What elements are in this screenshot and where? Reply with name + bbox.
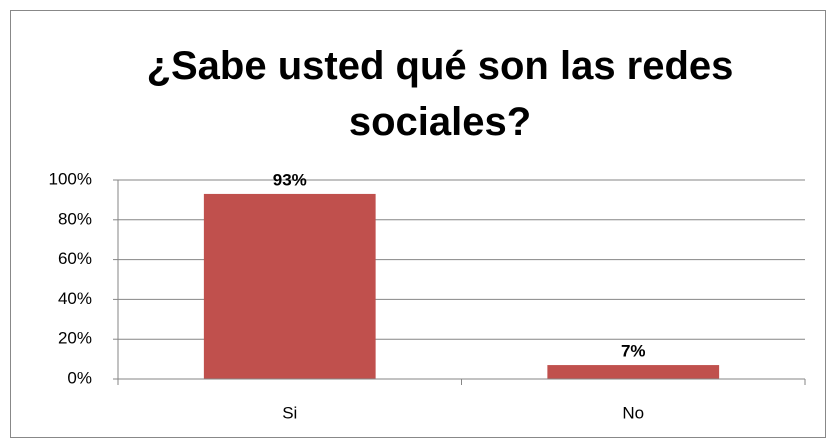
y-tick-label: 100% bbox=[49, 169, 92, 188]
data-label: 93% bbox=[273, 170, 307, 189]
x-tick-label: No bbox=[622, 403, 644, 422]
y-tick-label: 60% bbox=[58, 249, 92, 268]
y-tick-label: 20% bbox=[58, 329, 92, 348]
y-tick-label: 0% bbox=[67, 368, 92, 387]
y-tick-label: 40% bbox=[58, 289, 92, 308]
data-label: 7% bbox=[621, 342, 646, 361]
bar bbox=[203, 193, 376, 379]
chart-title: ¿Sabe usted qué son las redes sociales? bbox=[146, 44, 734, 144]
bar bbox=[547, 365, 720, 379]
x-tick-label: Si bbox=[282, 403, 297, 422]
chart-border bbox=[10, 10, 826, 438]
y-tick-label: 80% bbox=[58, 209, 92, 228]
